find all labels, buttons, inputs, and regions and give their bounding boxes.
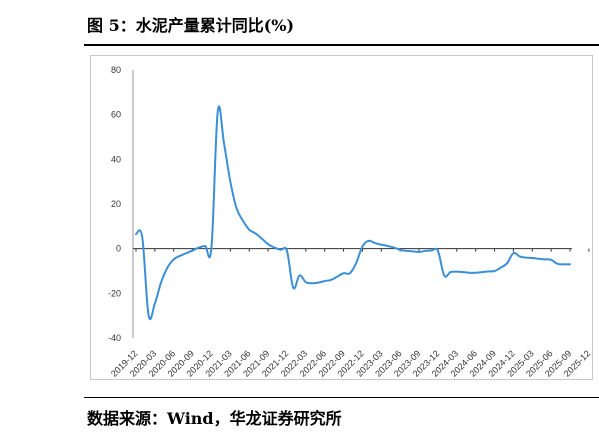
y-tick-label: 20: [111, 199, 121, 209]
chart-frame: [90, 55, 593, 380]
x-axis: 2019-122020-032020-062020-092020-122021-…: [109, 248, 592, 379]
y-axis: -40 -20 0 20 40 60 80: [108, 65, 134, 343]
plot-area: [135, 105, 571, 321]
y-tick-label: 0: [116, 244, 121, 254]
y-tick-label: 40: [111, 154, 121, 164]
source-rule: [84, 397, 599, 398]
y-tick-label: -20: [108, 288, 121, 298]
data-source: 数据来源：Wind，华龙证券研究所: [87, 409, 342, 428]
y-tick-label: -40: [108, 333, 121, 343]
figure-title: 图 5：水泥产量累计同比(%): [87, 16, 295, 35]
title-rule: [84, 44, 599, 46]
y-tick-label: 80: [111, 65, 121, 75]
y-tick-label: 60: [111, 110, 121, 120]
series-line: [135, 105, 571, 321]
